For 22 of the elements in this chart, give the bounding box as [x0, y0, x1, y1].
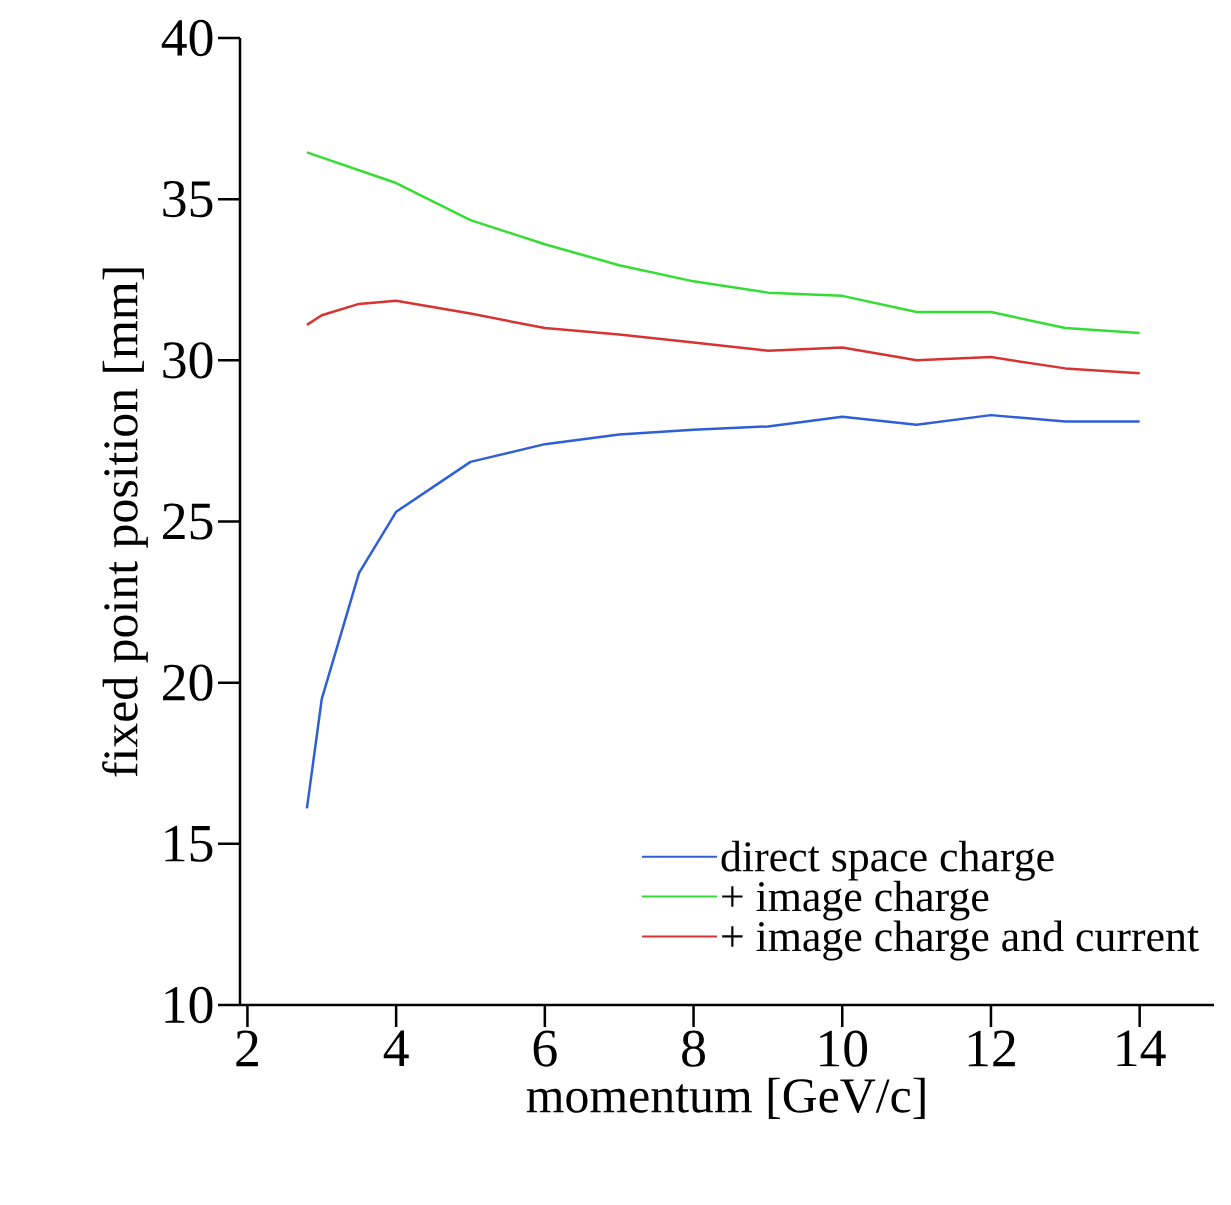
legend-label: direct space charge — [721, 840, 1054, 881]
y-tick-label: 40 — [161, 19, 213, 57]
y-tick-label: 20 — [163, 664, 213, 701]
y-tick-label: 15 — [165, 825, 213, 862]
x-tick-label: 4 — [383, 1030, 409, 1066]
legend-label: + image charge — [722, 880, 989, 921]
x-tick-label: 8 — [682, 1030, 705, 1067]
y-tick-label: 35 — [163, 181, 213, 218]
x-axis-title: momentum [GeV/c] — [526, 1077, 925, 1119]
y-tick-label: 10 — [165, 986, 213, 1024]
x-tick-label: 10 — [820, 1030, 868, 1067]
y-tick-label: 25 — [163, 503, 213, 540]
x-tick-label: 14 — [1117, 1030, 1166, 1067]
y-axis-title: fixed point position [mm] — [102, 268, 148, 777]
x-tick-label: 12 — [968, 1030, 1015, 1067]
x-tick-label: 6 — [533, 1030, 557, 1067]
legend-label: + image charge and current — [722, 920, 1199, 961]
x-tick-label: 2 — [236, 1030, 258, 1067]
line-series — [305, 151, 1141, 335]
line-series — [305, 299, 1141, 375]
y-tick-label: 30 — [163, 342, 213, 379]
line-series — [305, 413, 1141, 810]
